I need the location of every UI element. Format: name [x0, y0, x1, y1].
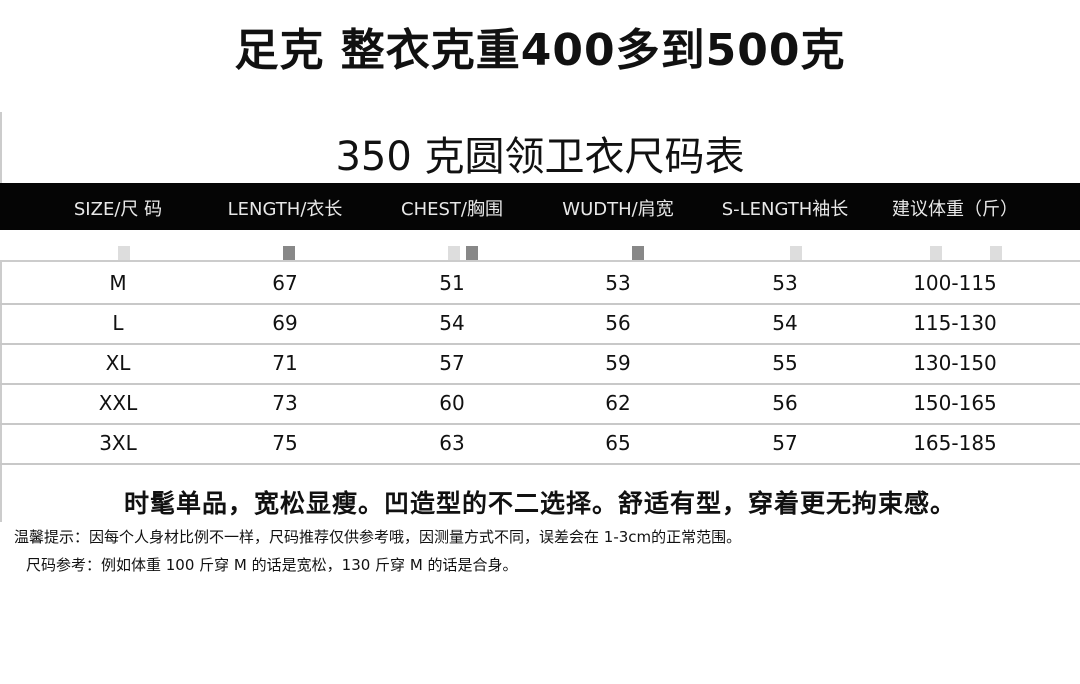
table-header: SIZE/尺 码 LENGTH/衣长 CHEST/胸围 WUDTH/肩宽 S-L… — [0, 183, 1080, 230]
slogan: 时髦单品，宽松显瘦。凹造型的不二选择。舒适有型，穿着更无拘束感。 — [123, 489, 956, 518]
header-width: WUDTH/肩宽 — [562, 199, 674, 220]
table-row: XL 71 57 59 55 130-150 — [0, 343, 1080, 385]
cell-chest: 60 — [439, 391, 465, 415]
cell-size: XL — [105, 351, 131, 375]
header-sleeve-length: S-LENGTH袖长 — [721, 199, 849, 220]
cell-length: 69 — [272, 311, 298, 335]
cell-sleeve-length: 57 — [772, 431, 798, 455]
table-row: L 69 54 56 54 115-130 — [0, 303, 1080, 345]
cell-length: 67 — [272, 271, 298, 295]
cell-width: 65 — [605, 431, 631, 455]
cell-chest: 63 — [439, 431, 465, 455]
cell-weight: 130-150 — [913, 351, 997, 375]
measurement-tip: 温馨提示：因每个人身材比例不一样，尺码推荐仅供参考哦，因测量方式不同，误差会在 … — [14, 528, 742, 546]
cell-sleeve-length: 54 — [772, 311, 798, 335]
main-title: 足克 整衣克重400多到500克 — [234, 25, 846, 76]
cell-size: M — [109, 271, 127, 295]
table-row: 3XL 75 63 65 57 165-185 — [0, 423, 1080, 465]
size-reference: 尺码参考：例如体重 100 斤穿 M 的话是宽松，130 斤穿 M 的话是合身。 — [26, 556, 518, 574]
header-weight: 建议体重（斤） — [892, 199, 1018, 220]
header-size: SIZE/尺 码 — [73, 199, 163, 220]
cell-sleeve-length: 55 — [772, 351, 798, 375]
table-row: XXL 73 60 62 56 150-165 — [0, 383, 1080, 425]
cell-width: 62 — [605, 391, 631, 415]
cell-weight: 115-130 — [913, 311, 997, 335]
border-line — [0, 112, 2, 522]
cell-chest: 54 — [439, 311, 465, 335]
cell-size: L — [112, 311, 124, 335]
cell-width: 59 — [605, 351, 631, 375]
cell-length: 75 — [272, 431, 298, 455]
cell-weight: 150-165 — [913, 391, 997, 415]
table-row: M 67 51 53 53 100-115 — [0, 263, 1080, 305]
cell-width: 56 — [605, 311, 631, 335]
cell-weight: 100-115 — [913, 271, 997, 295]
cell-size: XXL — [98, 391, 138, 415]
blurred-row — [0, 230, 1080, 262]
cell-chest: 51 — [439, 271, 465, 295]
cell-weight: 165-185 — [913, 431, 997, 455]
cell-sleeve-length: 53 — [772, 271, 798, 295]
cell-chest: 57 — [439, 351, 465, 375]
cell-size: 3XL — [99, 431, 137, 455]
cell-sleeve-length: 56 — [772, 391, 798, 415]
cell-length: 71 — [272, 351, 298, 375]
header-chest: CHEST/胸围 — [401, 199, 503, 220]
chart-subtitle: 350 克圆领卫衣尺码表 — [335, 134, 745, 180]
header-length: LENGTH/衣长 — [227, 199, 343, 220]
cell-width: 53 — [605, 271, 631, 295]
cell-length: 73 — [272, 391, 298, 415]
